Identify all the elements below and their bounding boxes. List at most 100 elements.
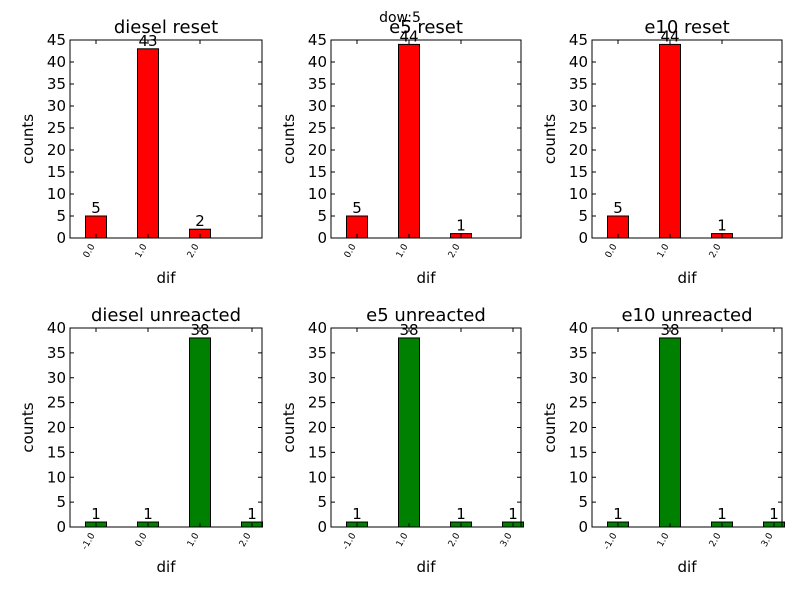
y-tick-label: 15: [47, 163, 66, 181]
y-tick-label: 10: [569, 468, 588, 486]
y-tick-label: 20: [47, 419, 66, 437]
x-tick-label: 1.0: [656, 242, 672, 260]
y-axis-label: counts: [19, 402, 37, 452]
bar-value-label: 1: [717, 217, 727, 235]
bar-value-label: 1: [143, 505, 153, 523]
subplot-title: e5 reset: [389, 17, 463, 38]
y-tick-label: 10: [569, 185, 588, 203]
x-tick-label: 1.0: [395, 242, 411, 260]
y-tick-label: 30: [308, 369, 327, 387]
figure-suptitle: dow:5: [379, 10, 421, 26]
y-tick-label: 20: [569, 141, 588, 159]
y-axis-label: counts: [280, 402, 298, 452]
y-tick-label: 15: [569, 163, 588, 181]
x-tick-label: 0.0: [134, 531, 150, 549]
bar: [659, 337, 681, 528]
bar: [398, 337, 420, 528]
x-axis-label: dif: [417, 558, 437, 576]
bar-value-label: 1: [769, 505, 779, 523]
y-tick-label: 15: [308, 443, 327, 461]
axes-frame: [69, 39, 263, 239]
y-tick-label: 35: [47, 75, 66, 93]
x-tick-label: 2.0: [238, 531, 254, 549]
axes-frame: [330, 39, 522, 239]
y-axis-label: counts: [541, 114, 559, 164]
y-tick-label: 10: [308, 468, 327, 486]
y-tick-label: 35: [569, 344, 588, 362]
bar-value-label: 1: [456, 217, 466, 235]
y-tick-label: 0: [578, 229, 588, 247]
axes-frame: [330, 327, 522, 528]
bar-value-label: 1: [508, 505, 518, 523]
y-tick-label: 10: [47, 185, 66, 203]
y-axis-label: counts: [280, 114, 298, 164]
y-tick-label: 40: [569, 319, 588, 337]
y-tick-label: 25: [569, 119, 588, 137]
y-tick-label: 15: [308, 163, 327, 181]
x-tick-label: 1.0: [134, 242, 150, 260]
y-tick-label: 10: [47, 468, 66, 486]
x-tick-label: 1.0: [395, 531, 411, 549]
x-axis-label: dif: [678, 269, 698, 287]
bar: [398, 43, 420, 239]
bar-value-label: 1: [613, 505, 623, 523]
bar-value-label: 44: [660, 27, 679, 45]
x-axis-label: dif: [678, 558, 698, 576]
bar-value-label: 1: [717, 505, 727, 523]
x-tick-label: 2.0: [186, 242, 202, 260]
bar-value-label: 2: [195, 212, 205, 230]
y-tick-label: 0: [317, 229, 327, 247]
x-tick-label: 0.0: [82, 242, 98, 260]
y-tick-label: 25: [47, 119, 66, 137]
y-tick-label: 5: [578, 493, 588, 511]
y-axis-label: counts: [19, 114, 37, 164]
y-tick-label: 40: [569, 53, 588, 71]
x-axis-label: dif: [157, 269, 177, 287]
y-tick-label: 35: [308, 344, 327, 362]
y-tick-label: 20: [308, 141, 327, 159]
subplot-title: diesel unreacted: [91, 305, 241, 326]
x-tick-label: 1.0: [186, 531, 202, 549]
x-tick-label: 3.0: [760, 531, 776, 549]
bar: [189, 337, 211, 528]
y-tick-label: 25: [47, 394, 66, 412]
bar: [137, 48, 159, 239]
x-tick-label: -1.0: [341, 531, 359, 551]
x-tick-label: 2.0: [708, 242, 724, 260]
bar-value-label: 1: [456, 505, 466, 523]
y-tick-label: 0: [56, 518, 66, 536]
subplot-title: e10 reset: [644, 17, 729, 38]
y-tick-label: 40: [308, 53, 327, 71]
y-tick-label: 0: [56, 229, 66, 247]
y-tick-label: 20: [569, 419, 588, 437]
y-tick-label: 5: [578, 207, 588, 225]
x-tick-label: -1.0: [602, 531, 620, 551]
bar-value-label: 1: [352, 505, 362, 523]
bar-value-label: 1: [247, 505, 257, 523]
y-tick-label: 30: [47, 97, 66, 115]
bar-value-label: 5: [91, 199, 101, 217]
x-axis-label: dif: [417, 269, 437, 287]
y-axis-label: counts: [541, 402, 559, 452]
y-tick-label: 25: [569, 394, 588, 412]
subplot-title: e10 unreacted: [621, 305, 752, 326]
subplot-3: 5 0.0 44 1.0 1 2.0 0 5 10 15 20 25 30 35 40 45 e10 reset…: [541, 17, 783, 287]
subplot-title: e5 unreacted: [366, 305, 486, 326]
x-tick-label: 0.0: [343, 242, 359, 260]
x-tick-label: -1.0: [80, 531, 98, 551]
y-tick-label: 30: [47, 369, 66, 387]
y-tick-label: 40: [47, 53, 66, 71]
y-tick-label: 45: [47, 31, 66, 49]
y-tick-label: 35: [569, 75, 588, 93]
y-tick-label: 0: [317, 518, 327, 536]
y-tick-label: 30: [569, 369, 588, 387]
y-tick-label: 45: [569, 31, 588, 49]
bar-value-label: 1: [91, 505, 101, 523]
y-tick-label: 15: [569, 443, 588, 461]
bar-value-label: 5: [352, 199, 362, 217]
x-tick-label: 0.0: [604, 242, 620, 260]
bar: [659, 43, 681, 239]
y-tick-label: 20: [308, 419, 327, 437]
